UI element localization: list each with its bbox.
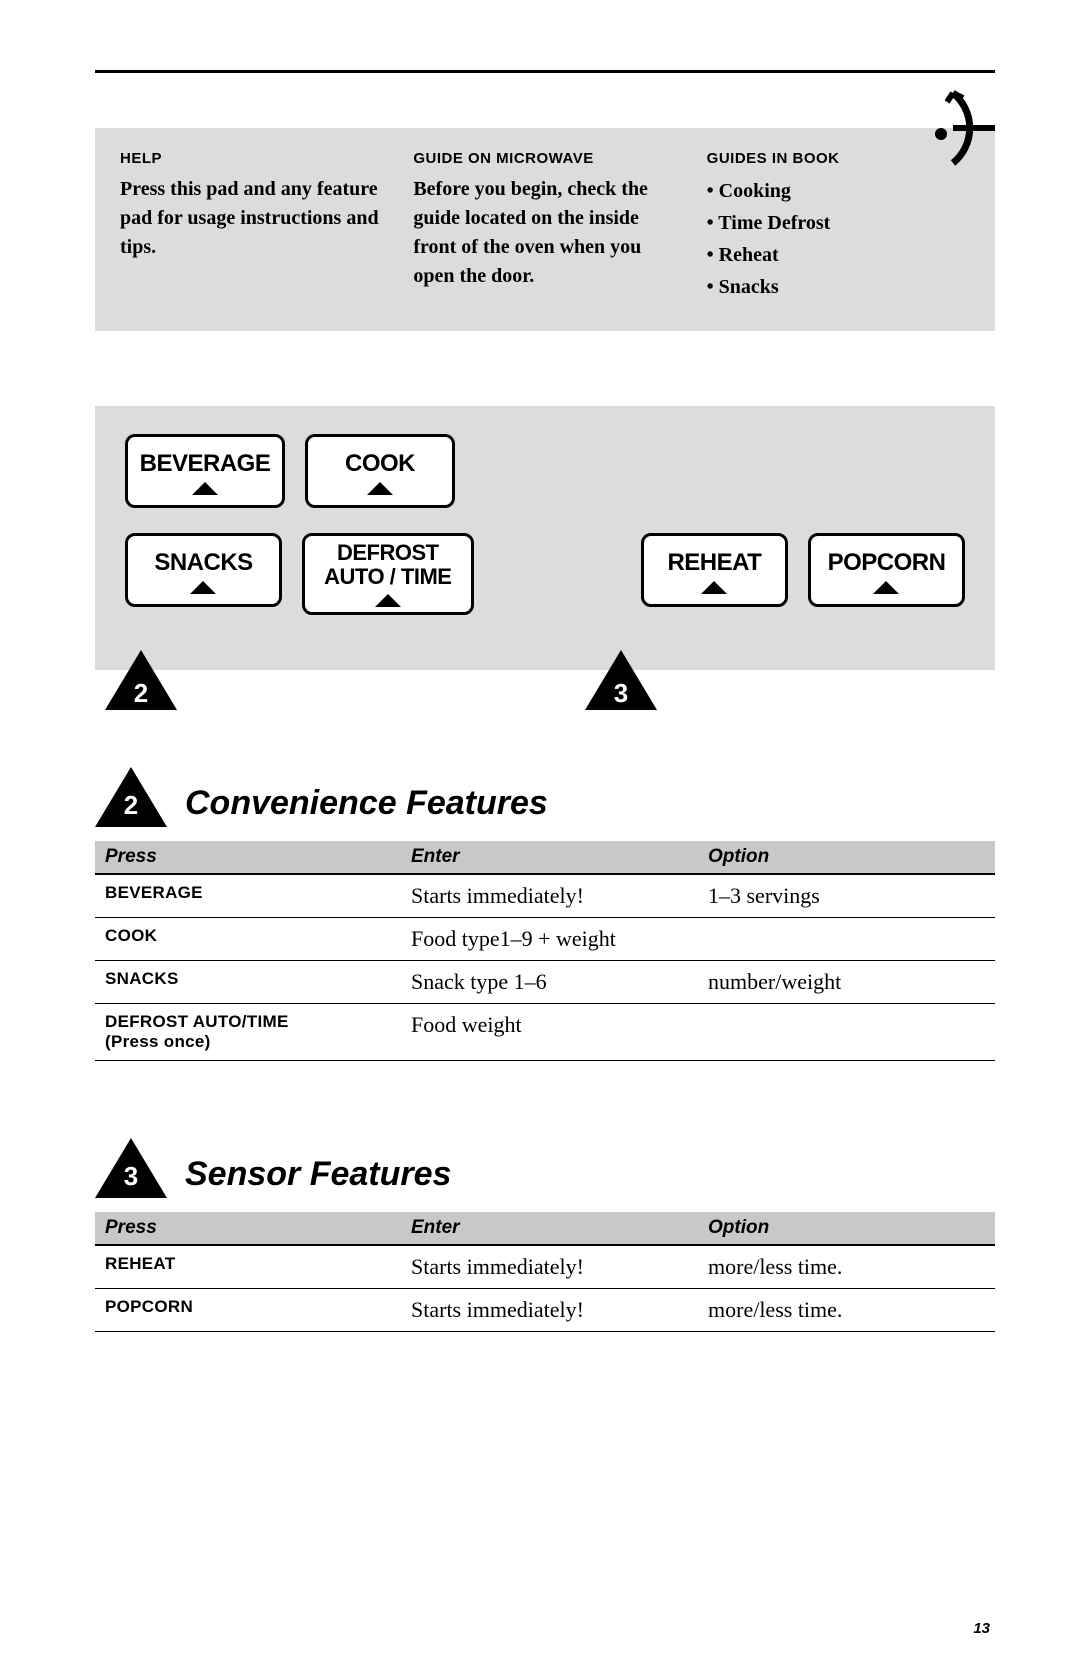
col-press: Press — [95, 1212, 401, 1245]
table-row: COOK Food type1–9 + weight — [95, 918, 995, 961]
guides-book-item: Reheat — [707, 239, 970, 271]
table-row: REHEAT Starts immediately! more/less tim… — [95, 1245, 995, 1289]
cell-press: REHEAT — [95, 1245, 401, 1289]
cell-press-sub: (Press once) — [105, 1032, 391, 1052]
up-triangle-icon — [192, 482, 218, 495]
section3-head: 3 Sensor Features — [95, 1136, 995, 1198]
section2-head: 2 Convenience Features — [95, 765, 995, 827]
table-row: SNACKS Snack type 1–6 number/weight — [95, 961, 995, 1004]
help-body: Press this pad and any feature pad for u… — [120, 175, 383, 262]
cell-enter: Food type1–9 + weight — [401, 918, 698, 961]
keypad-panel: BEVERAGE COOK SNACKS DEFROST AUTO / TIME… — [95, 406, 995, 670]
help-panel: HELP Press this pad and any feature pad … — [95, 128, 995, 331]
marker-num-3: 3 — [613, 678, 629, 709]
cell-enter: Snack type 1–6 — [401, 961, 698, 1004]
key-reheat-label: REHEAT — [667, 550, 761, 575]
cell-option — [698, 918, 995, 961]
section2-title: Convenience Features — [185, 784, 548, 827]
key-defrost-label1: DEFROST — [337, 541, 439, 564]
key-reheat[interactable]: REHEAT — [641, 533, 788, 607]
cell-enter: Starts immediately! — [401, 1245, 698, 1289]
cell-option — [698, 1004, 995, 1061]
guides-book-item: Time Defrost — [707, 207, 970, 239]
help-col-help: HELP Press this pad and any feature pad … — [120, 150, 383, 303]
up-triangle-icon — [190, 581, 216, 594]
up-triangle-icon — [375, 594, 401, 607]
marker-triangle-3: 3 — [585, 650, 657, 710]
cell-enter: Food weight — [401, 1004, 698, 1061]
corner-icon — [935, 88, 995, 168]
col-press: Press — [95, 841, 401, 874]
marker-num-2: 2 — [133, 678, 149, 709]
cell-option: 1–3 servings — [698, 874, 995, 918]
key-snacks[interactable]: SNACKS — [125, 533, 282, 607]
guides-book-item: Cooking — [707, 175, 970, 207]
convenience-table: Press Enter Option BEVERAGE Starts immed… — [95, 841, 995, 1061]
page-number: 13 — [973, 1620, 990, 1637]
table-row: POPCORN Starts immediately! more/less ti… — [95, 1289, 995, 1332]
sensor-table: Press Enter Option REHEAT Starts immedia… — [95, 1212, 995, 1332]
key-beverage-label: BEVERAGE — [140, 451, 271, 476]
section2-triangle: 2 — [95, 765, 167, 827]
key-defrost[interactable]: DEFROST AUTO / TIME — [302, 533, 474, 615]
col-enter: Enter — [401, 1212, 698, 1245]
section2-num: 2 — [95, 790, 167, 821]
key-defrost-label2: AUTO / TIME — [324, 565, 451, 588]
section3-num: 3 — [95, 1161, 167, 1192]
cell-option: more/less time. — [698, 1245, 995, 1289]
cell-enter: Starts immediately! — [401, 1289, 698, 1332]
cell-enter: Starts immediately! — [401, 874, 698, 918]
up-triangle-icon — [873, 581, 899, 594]
guides-book-heading: GUIDES IN BOOK — [707, 150, 970, 167]
cell-press: POPCORN — [95, 1289, 401, 1332]
help-col-guide-microwave: GUIDE ON MICROWAVE Before you begin, che… — [413, 150, 676, 303]
cell-press: BEVERAGE — [95, 874, 401, 918]
cell-press: DEFROST AUTO/TIME (Press once) — [95, 1004, 401, 1061]
table-row: BEVERAGE Starts immediately! 1–3 serving… — [95, 874, 995, 918]
up-triangle-icon — [367, 482, 393, 495]
key-popcorn[interactable]: POPCORN — [808, 533, 965, 607]
guide-microwave-heading: GUIDE ON MICROWAVE — [413, 150, 676, 167]
cell-press: SNACKS — [95, 961, 401, 1004]
key-cook-label: COOK — [345, 451, 415, 476]
guide-microwave-body: Before you begin, check the guide locate… — [413, 175, 676, 291]
section3-triangle: 3 — [95, 1136, 167, 1198]
guides-book-item: Snacks — [707, 271, 970, 303]
key-beverage[interactable]: BEVERAGE — [125, 434, 285, 508]
key-snacks-label: SNACKS — [154, 550, 252, 575]
col-enter: Enter — [401, 841, 698, 874]
table-row: DEFROST AUTO/TIME (Press once) Food weig… — [95, 1004, 995, 1061]
cell-option: number/weight — [698, 961, 995, 1004]
col-option: Option — [698, 841, 995, 874]
up-triangle-icon — [701, 581, 727, 594]
top-rule — [95, 70, 995, 73]
cell-option: more/less time. — [698, 1289, 995, 1332]
guides-book-list: Cooking Time Defrost Reheat Snacks — [707, 175, 970, 303]
col-option: Option — [698, 1212, 995, 1245]
help-heading: HELP — [120, 150, 383, 167]
help-col-guides-book: GUIDES IN BOOK Cooking Time Defrost Rehe… — [707, 150, 970, 303]
marker-triangle-2: 2 — [105, 650, 177, 710]
key-cook[interactable]: COOK — [305, 434, 455, 508]
section3-title: Sensor Features — [185, 1155, 451, 1198]
cell-press: COOK — [95, 918, 401, 961]
key-popcorn-label: POPCORN — [828, 550, 946, 575]
